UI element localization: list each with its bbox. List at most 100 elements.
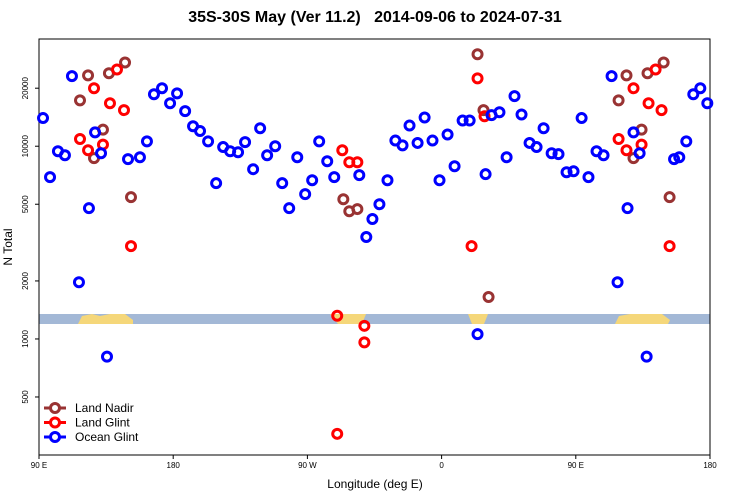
x-tick-label: 90 W	[298, 461, 317, 470]
data-point	[254, 122, 267, 135]
data-point	[283, 202, 296, 215]
data-point	[72, 276, 85, 289]
x-tick-label: 0	[439, 461, 444, 470]
data-point	[575, 112, 588, 125]
data-point	[89, 126, 102, 139]
data-point	[582, 171, 595, 184]
data-point	[649, 63, 662, 76]
data-point	[418, 111, 431, 124]
data-point	[321, 155, 334, 168]
legend-label: Ocean Glint	[75, 430, 139, 444]
legend-label: Land Nadir	[75, 401, 134, 415]
data-point	[261, 149, 274, 162]
data-point	[403, 119, 416, 132]
data-point	[171, 87, 184, 100]
data-point	[239, 136, 252, 149]
data-point	[110, 63, 123, 76]
data-point	[247, 163, 260, 176]
data-point	[471, 328, 484, 341]
legend-marker	[49, 416, 61, 429]
data-point	[194, 124, 207, 137]
x-tick-label: 90 E	[568, 461, 584, 470]
data-point	[552, 148, 565, 161]
data-point	[640, 350, 653, 363]
data-point	[479, 168, 492, 181]
data-point	[612, 94, 625, 107]
data-point	[663, 240, 676, 253]
data-point	[147, 88, 160, 101]
chart-title: 35S-30S May (Ver 11.2) 2014-09-06 to 202…	[188, 9, 562, 26]
y-tick-label: 10000	[21, 135, 30, 158]
y-tick-label: 5000	[21, 195, 30, 213]
data-point	[156, 82, 169, 95]
data-point	[560, 166, 573, 179]
data-point	[463, 114, 476, 127]
data-point	[100, 350, 113, 363]
data-point	[313, 135, 326, 148]
data-point	[373, 198, 386, 211]
data-point	[119, 56, 132, 69]
data-point	[426, 134, 439, 147]
data-point	[620, 69, 633, 82]
data-point	[95, 147, 108, 160]
data-point	[642, 97, 655, 110]
data-point	[433, 174, 446, 187]
data-point	[515, 108, 528, 121]
legend-marker	[49, 402, 61, 414]
x-axis-label: Longitude (deg E)	[327, 477, 422, 491]
data-point	[701, 97, 714, 110]
data-point	[605, 70, 618, 83]
data-point	[360, 231, 373, 244]
data-point	[620, 144, 633, 157]
land	[468, 314, 488, 324]
data-point	[351, 156, 364, 169]
data-point	[694, 82, 707, 95]
data-point	[655, 104, 668, 117]
land	[615, 314, 670, 324]
data-point	[210, 177, 223, 190]
data-point	[202, 135, 215, 148]
data-point	[456, 114, 469, 127]
data-point	[493, 106, 506, 119]
data-point	[687, 88, 700, 101]
data-point	[411, 136, 424, 149]
data-point	[545, 147, 558, 160]
data-point	[103, 97, 116, 110]
data-point	[358, 336, 371, 349]
data-point	[508, 90, 521, 103]
data-point	[37, 112, 50, 125]
data-point	[500, 151, 513, 164]
data-point	[140, 135, 153, 148]
data-point	[88, 82, 101, 95]
data-point	[125, 240, 138, 253]
data-point	[621, 202, 634, 215]
data-point	[331, 427, 344, 440]
data-point	[122, 153, 135, 166]
data-point	[381, 174, 394, 187]
data-point	[627, 82, 640, 95]
data-point	[82, 144, 95, 157]
data-point	[125, 191, 138, 204]
legend-label: Land Glint	[75, 416, 130, 430]
data-point	[117, 104, 130, 117]
data-point	[74, 94, 87, 107]
data-point	[276, 177, 289, 190]
data-point	[673, 151, 686, 164]
data-point	[537, 122, 550, 135]
y-tick-label: 500	[21, 390, 30, 404]
data-point	[164, 97, 177, 110]
ocean-strip	[39, 314, 710, 324]
y-tick-label: 20000	[21, 77, 30, 100]
data-point	[179, 105, 192, 118]
data-point	[471, 72, 484, 85]
data-point	[82, 69, 95, 82]
data-point	[441, 128, 454, 141]
data-point	[133, 151, 146, 164]
data-point	[358, 319, 371, 332]
data-point	[366, 213, 379, 226]
data-point	[471, 48, 484, 61]
plot-frame	[38, 38, 711, 456]
land	[330, 314, 366, 324]
